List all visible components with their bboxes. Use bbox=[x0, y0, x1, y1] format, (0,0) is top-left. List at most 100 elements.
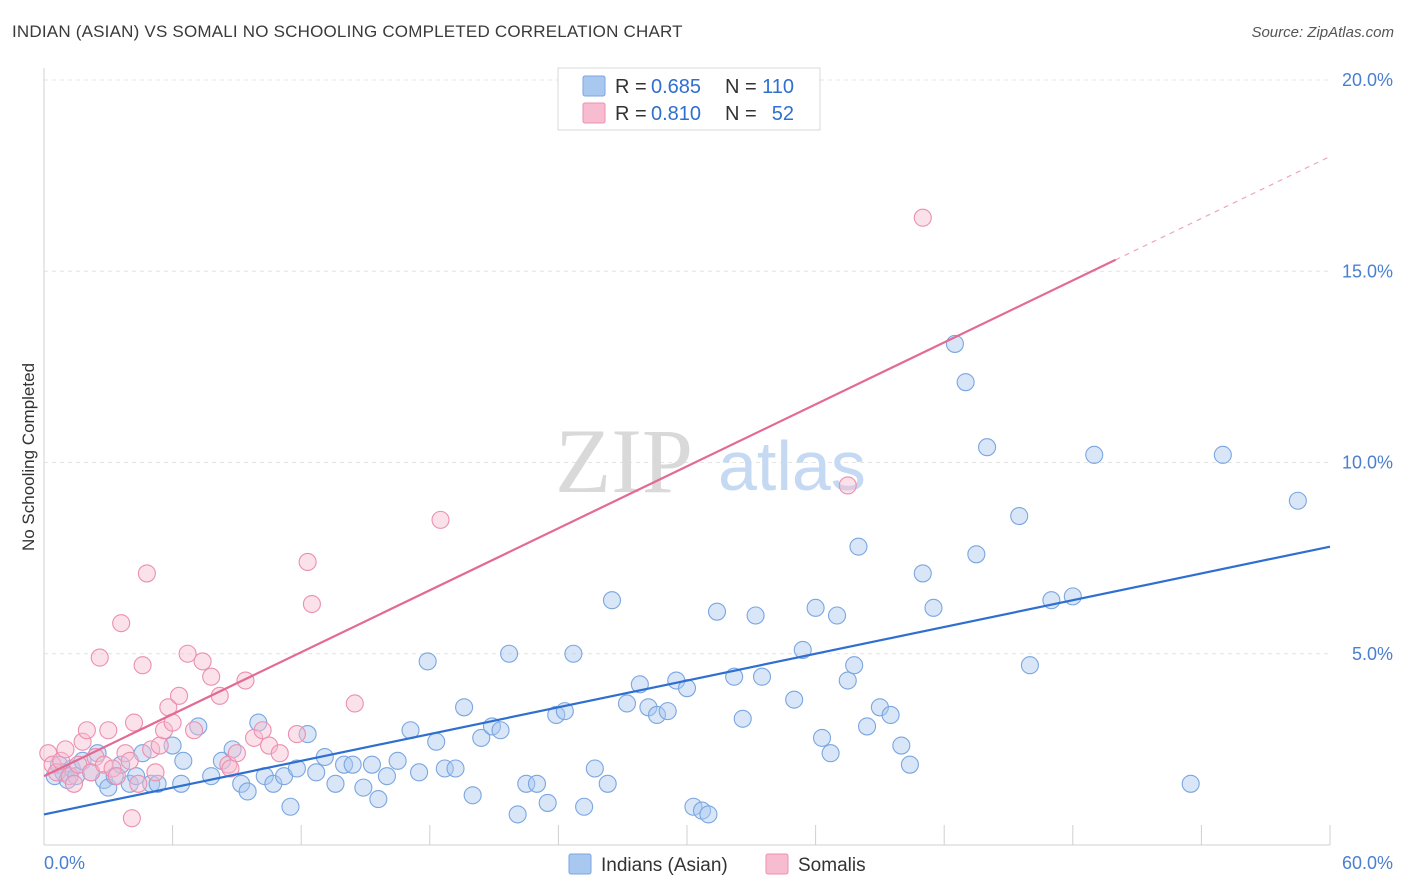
data-point-indians bbox=[1181, 774, 1200, 793]
watermark-zip: ZIP bbox=[555, 410, 693, 512]
data-point-somalis bbox=[112, 614, 131, 633]
data-point-indians bbox=[202, 767, 221, 786]
data-point-indians bbox=[517, 774, 536, 793]
data-point-indians bbox=[369, 790, 388, 809]
data-point-somalis bbox=[142, 740, 161, 759]
chart-title: INDIAN (ASIAN) VS SOMALI NO SCHOOLING CO… bbox=[12, 22, 683, 41]
data-point-indians bbox=[585, 759, 604, 778]
bottom-legend-label-indians: Indians (Asian) bbox=[601, 855, 728, 876]
legend-swatch-indians bbox=[582, 75, 606, 97]
data-point-indians bbox=[1020, 656, 1039, 675]
data-point-somalis bbox=[221, 759, 240, 778]
data-point-indians bbox=[343, 755, 362, 774]
y-tick-label: 20.0% bbox=[1342, 70, 1393, 90]
trend-line-somalis-extension bbox=[1115, 155, 1331, 261]
legend-n-value-indians: 110 bbox=[762, 76, 794, 98]
data-point-somalis bbox=[56, 740, 75, 759]
data-point-somalis bbox=[345, 694, 364, 713]
bottom-legend-label-somalis: Somalis bbox=[798, 855, 866, 876]
data-point-indians bbox=[857, 717, 877, 736]
data-point-indians bbox=[1288, 491, 1307, 510]
data-point-indians bbox=[491, 721, 510, 740]
data-point-somalis bbox=[236, 671, 255, 690]
data-point-indians bbox=[1010, 506, 1029, 526]
bottom-legend-swatch-somalis bbox=[765, 853, 789, 875]
data-point-indians bbox=[812, 728, 832, 747]
data-point-indians bbox=[746, 606, 765, 625]
data-point-indians bbox=[1213, 445, 1232, 464]
data-point-somalis bbox=[202, 667, 221, 686]
data-point-indians bbox=[127, 767, 146, 786]
legend-r-label-somalis: R = bbox=[615, 103, 647, 125]
data-point-indians bbox=[785, 690, 804, 709]
data-point-somalis bbox=[253, 721, 272, 740]
data-point-indians bbox=[232, 774, 251, 793]
data-point-somalis bbox=[210, 686, 229, 705]
data-point-indians bbox=[418, 652, 437, 671]
data-point-somalis bbox=[122, 809, 141, 828]
data-point-indians bbox=[647, 705, 667, 725]
data-point-somalis bbox=[99, 721, 118, 740]
data-point-somalis bbox=[227, 744, 246, 763]
legend-n-label-somalis: N = bbox=[725, 103, 757, 125]
legend-r-value-somalis: 0.810 bbox=[651, 103, 701, 125]
data-point-indians bbox=[163, 736, 182, 755]
trend-line-somalis bbox=[43, 258, 1117, 778]
data-point-indians bbox=[699, 805, 718, 824]
data-point-indians bbox=[326, 774, 345, 793]
axis-layer bbox=[43, 68, 1331, 846]
data-point-indians bbox=[508, 805, 527, 824]
data-point-indians bbox=[354, 778, 373, 797]
source-label: Source: ZipAtlas.com bbox=[1251, 24, 1394, 41]
data-point-indians bbox=[602, 591, 622, 610]
data-point-indians bbox=[67, 767, 86, 786]
data-point-somalis bbox=[94, 755, 114, 774]
data-point-indians bbox=[238, 782, 257, 801]
data-point-somalis bbox=[133, 656, 152, 675]
data-point-indians bbox=[845, 656, 864, 675]
data-point-indians bbox=[733, 709, 752, 728]
data-point-indians bbox=[455, 698, 474, 717]
data-point-somalis bbox=[120, 751, 139, 770]
data-point-indians bbox=[752, 667, 772, 686]
data-point-indians bbox=[472, 728, 491, 747]
data-point-indians bbox=[806, 598, 825, 617]
data-point-indians bbox=[446, 759, 465, 778]
data-point-indians bbox=[707, 602, 727, 621]
data-point-indians bbox=[575, 797, 594, 816]
legend-r-value-indians: 0.685 bbox=[651, 76, 701, 98]
data-point-indians bbox=[849, 537, 868, 556]
data-point-indians bbox=[410, 763, 429, 782]
data-point-indians bbox=[538, 793, 557, 812]
data-point-indians bbox=[564, 644, 583, 663]
data-point-indians bbox=[967, 545, 986, 564]
bottom-legend: Indians (Asian) Somalis bbox=[568, 853, 866, 876]
data-point-indians bbox=[500, 644, 519, 663]
legend-n-value-somalis: 52 bbox=[772, 103, 794, 125]
data-point-indians bbox=[1085, 445, 1104, 464]
data-point-somalis bbox=[73, 732, 92, 751]
bottom-legend-swatch-indians bbox=[568, 853, 592, 875]
data-point-indians bbox=[264, 774, 283, 793]
data-point-indians bbox=[881, 705, 900, 725]
data-point-indians bbox=[598, 774, 617, 793]
data-point-indians bbox=[298, 725, 317, 744]
data-point-somalis bbox=[107, 767, 126, 786]
data-point-somalis bbox=[169, 686, 189, 705]
data-point-somalis bbox=[77, 721, 96, 740]
trend-line-indians bbox=[43, 545, 1331, 816]
data-point-indians bbox=[924, 598, 943, 617]
y-tick-label: 5.0% bbox=[1352, 644, 1393, 664]
data-point-indians bbox=[362, 755, 381, 774]
data-point-indians bbox=[821, 744, 840, 763]
data-point-indians bbox=[174, 751, 193, 770]
data-point-somalis bbox=[298, 552, 317, 572]
data-point-indians bbox=[377, 767, 396, 786]
x-tick-label-max: 60.0% bbox=[1342, 853, 1393, 873]
y-axis-title: No Schooling Completed bbox=[19, 363, 38, 551]
data-point-somalis bbox=[64, 774, 84, 793]
data-point-indians bbox=[148, 774, 167, 793]
legend-r-label-indians: R = bbox=[615, 76, 647, 98]
data-point-indians bbox=[658, 702, 677, 721]
